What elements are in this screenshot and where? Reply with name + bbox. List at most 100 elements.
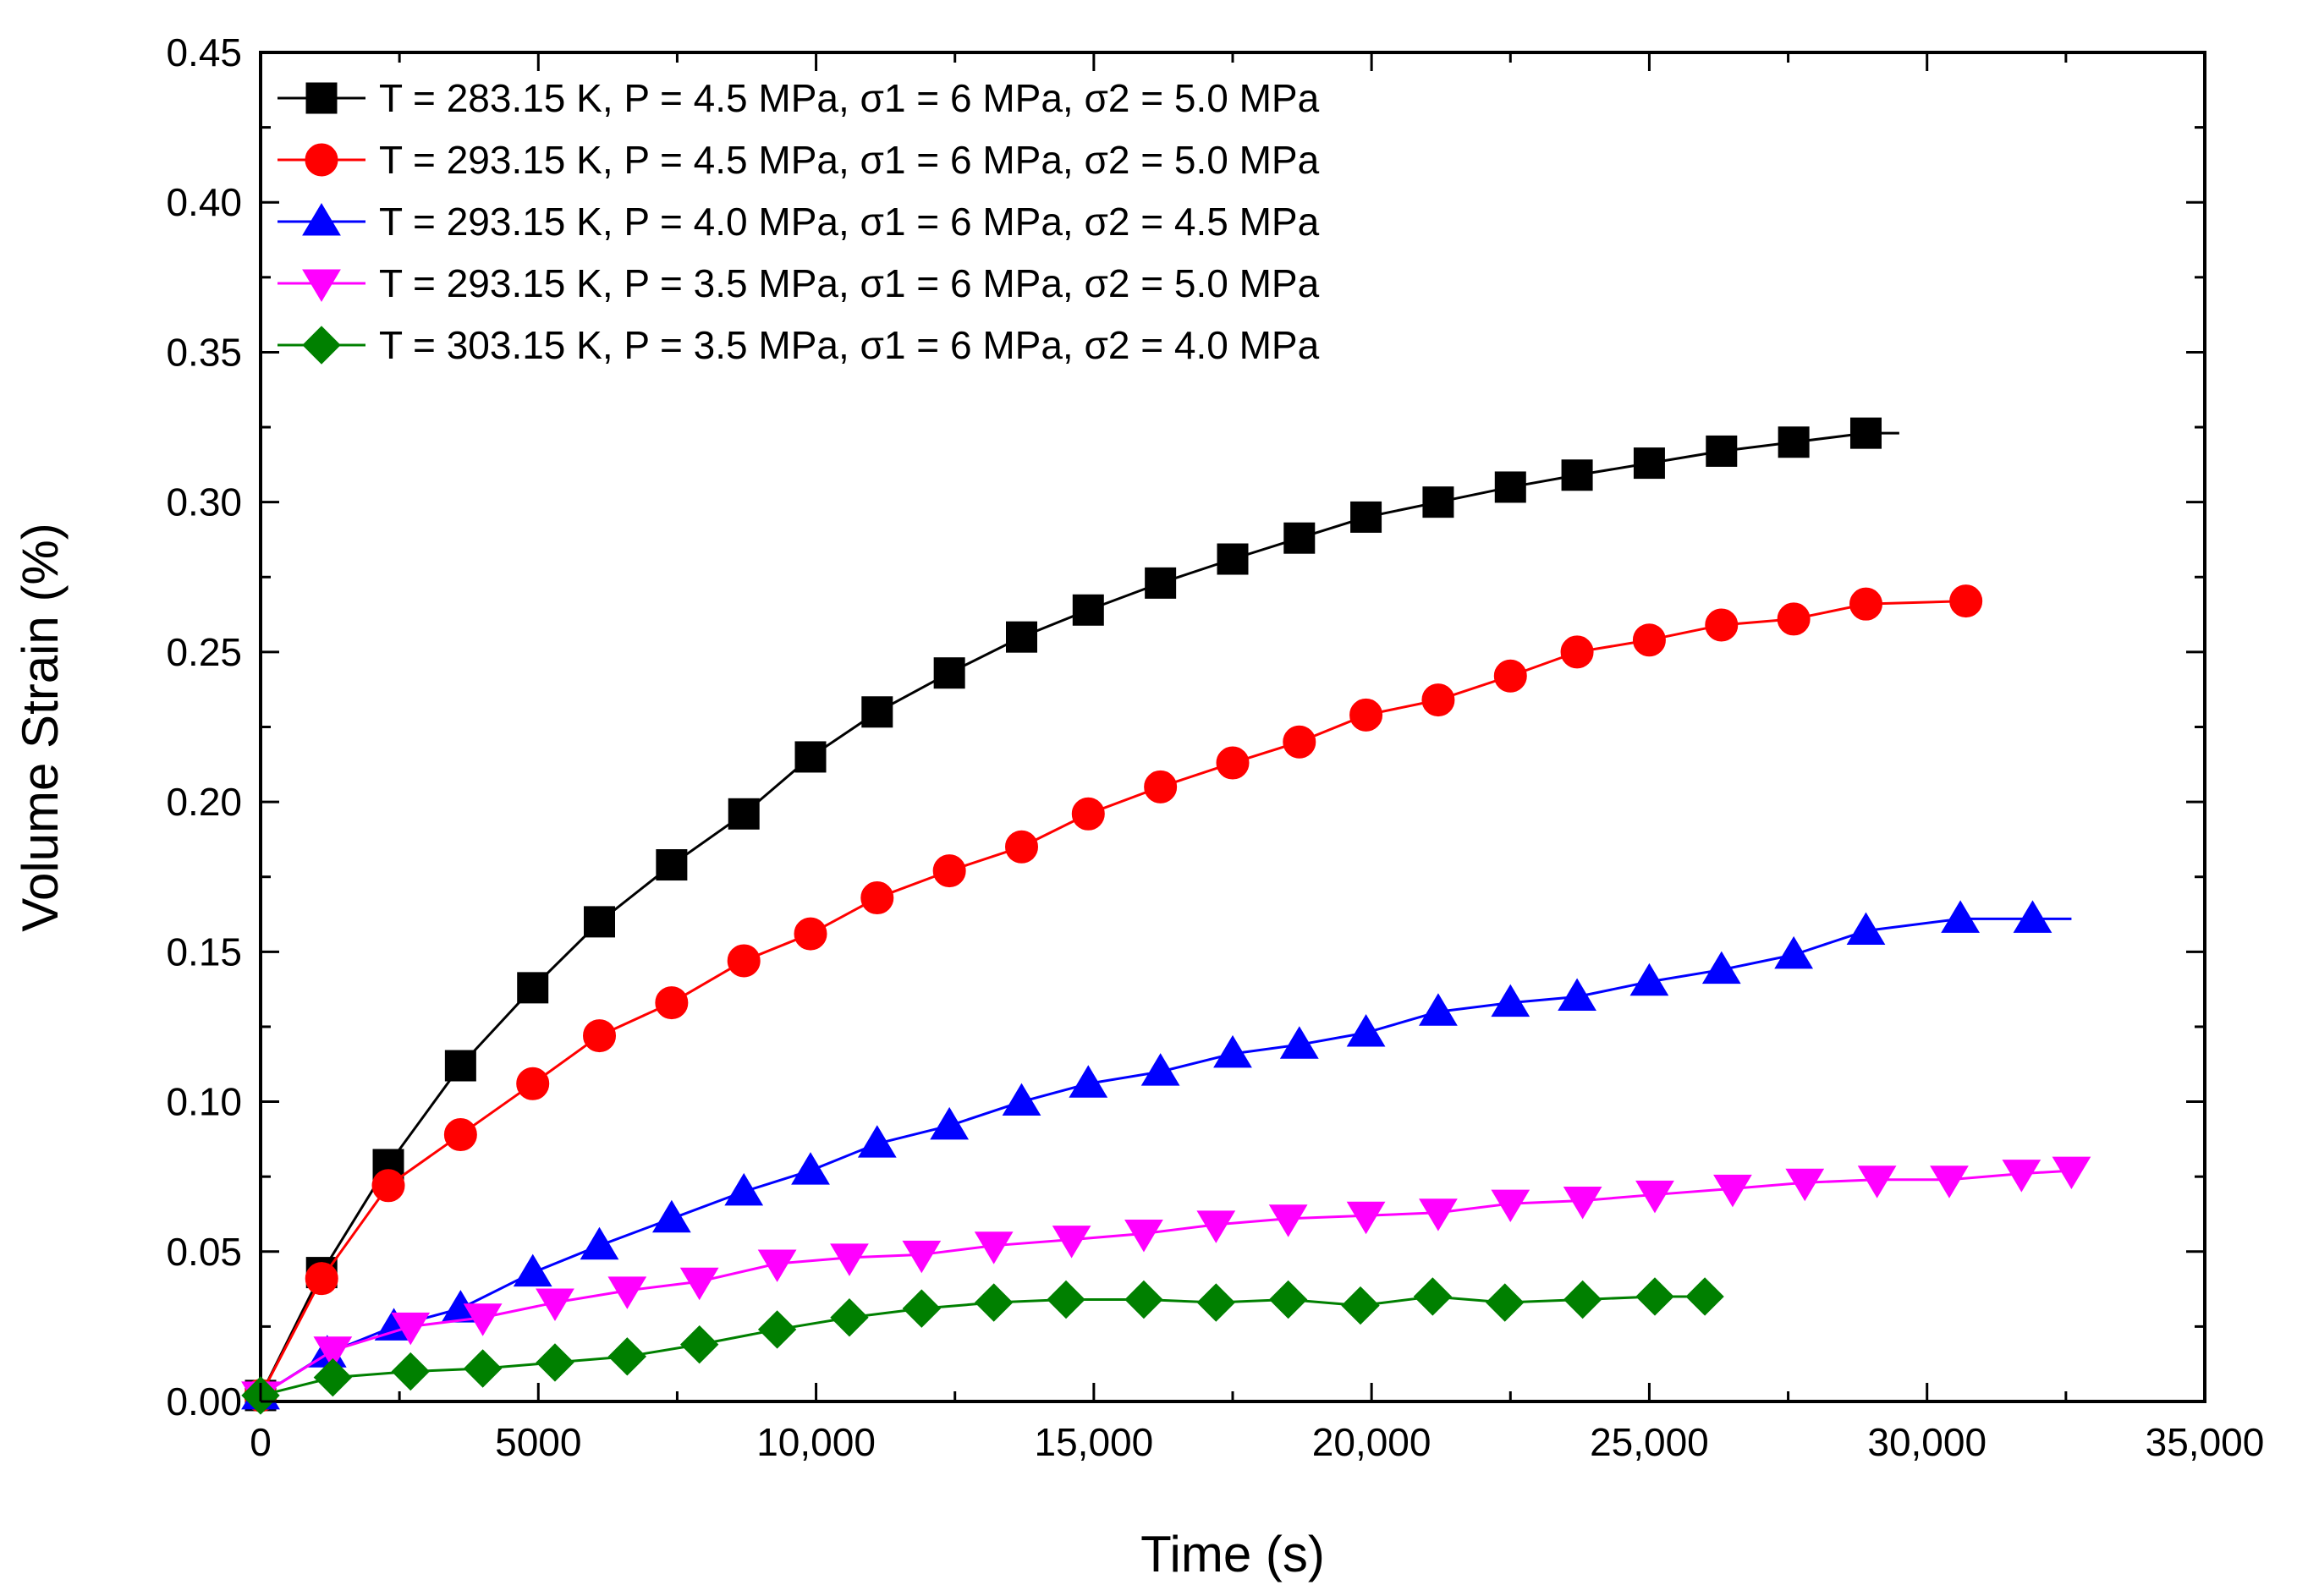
data-point bbox=[607, 1337, 647, 1376]
data-point bbox=[655, 986, 689, 1020]
data-point bbox=[1047, 1280, 1085, 1319]
data-point bbox=[1849, 587, 1882, 621]
data-point bbox=[1124, 1220, 1163, 1253]
data-point bbox=[2052, 1156, 2091, 1190]
data-point bbox=[1413, 1277, 1453, 1316]
x-tick-label: 5000 bbox=[495, 1420, 581, 1464]
data-point bbox=[1632, 623, 1666, 657]
data-point bbox=[1419, 1198, 1458, 1231]
ticks-layer: 0 5000 10,000 15,000 20,000 25,000 30,000 35,00… bbox=[166, 30, 2264, 1464]
data-point bbox=[1196, 1283, 1236, 1322]
data-point bbox=[1560, 635, 1594, 669]
legend-label: T = 293.15 K, P = 4.0 MPa, σ1 = 6 MPa, σ… bbox=[379, 200, 1320, 244]
data-point bbox=[1785, 1168, 1825, 1202]
data-point bbox=[1002, 1083, 1041, 1116]
data-point bbox=[860, 881, 894, 915]
y-tick-label: 0.15 bbox=[166, 930, 242, 974]
data-point bbox=[1124, 1280, 1163, 1319]
data-point bbox=[1341, 1286, 1380, 1325]
data-point bbox=[857, 1125, 897, 1158]
series-1 bbox=[245, 417, 1899, 1412]
series-line bbox=[259, 600, 1966, 1396]
data-point bbox=[794, 741, 827, 773]
data-point bbox=[651, 1199, 691, 1233]
data-point bbox=[1777, 602, 1811, 636]
data-point bbox=[1279, 1026, 1319, 1059]
data-point bbox=[2002, 1160, 2041, 1193]
legend-marker bbox=[305, 82, 338, 114]
data-point bbox=[1217, 543, 1249, 575]
legend-item: T = 283.15 K, P = 4.5 MPa, σ1 = 6 MPa, σ… bbox=[278, 76, 1320, 120]
data-point bbox=[724, 1172, 764, 1206]
data-point bbox=[583, 1019, 617, 1053]
data-point bbox=[513, 1253, 552, 1287]
data-point bbox=[1930, 1165, 1969, 1198]
data-point bbox=[607, 1276, 647, 1309]
data-point bbox=[728, 798, 760, 830]
data-point bbox=[1421, 683, 1455, 717]
legend-item: T = 293.15 K, P = 4.0 MPa, σ1 = 6 MPa, σ… bbox=[278, 200, 1320, 244]
data-point bbox=[1268, 1280, 1308, 1319]
data-point bbox=[1949, 584, 1983, 618]
data-point bbox=[443, 1118, 477, 1152]
data-point bbox=[1705, 608, 1739, 642]
data-point bbox=[1213, 1034, 1252, 1068]
legend-label: T = 293.15 K, P = 4.5 MPa, σ1 = 6 MPa, σ… bbox=[379, 138, 1320, 182]
x-tick-label: 25,000 bbox=[1590, 1420, 1709, 1464]
data-point bbox=[517, 972, 549, 1004]
data-point bbox=[679, 1325, 719, 1364]
data-point bbox=[1561, 459, 1593, 491]
data-point bbox=[727, 944, 761, 978]
data-point bbox=[1706, 435, 1738, 467]
y-tick-label: 0.25 bbox=[166, 630, 242, 674]
data-point bbox=[1685, 1277, 1724, 1316]
data-point bbox=[1635, 1180, 1674, 1214]
data-point bbox=[1491, 984, 1530, 1017]
x-tick-label: 10,000 bbox=[756, 1420, 876, 1464]
x-axis-title: Time (s) bbox=[1140, 1526, 1325, 1582]
data-point bbox=[305, 1262, 338, 1296]
data-point bbox=[1346, 1201, 1386, 1235]
data-point bbox=[1419, 993, 1458, 1026]
data-point bbox=[794, 917, 827, 951]
series-2 bbox=[244, 584, 1983, 1412]
legend-marker bbox=[305, 143, 338, 177]
data-point bbox=[791, 1152, 830, 1185]
data-point bbox=[1283, 522, 1316, 554]
data-point bbox=[974, 1231, 1014, 1264]
y-axis-title: Volume Strain (%) bbox=[12, 523, 69, 932]
data-point bbox=[1145, 567, 1177, 599]
data-point bbox=[1350, 501, 1382, 533]
y-tick-label: 0.20 bbox=[166, 780, 242, 824]
data-point bbox=[313, 1336, 353, 1369]
legend-item: T = 293.15 K, P = 4.5 MPa, σ1 = 6 MPa, σ… bbox=[278, 138, 1320, 182]
data-point bbox=[930, 1106, 970, 1140]
series-3 bbox=[241, 900, 2072, 1410]
data-point bbox=[1635, 1277, 1674, 1316]
data-point bbox=[391, 1352, 430, 1391]
plot-frame bbox=[259, 51, 2206, 1403]
data-point bbox=[933, 657, 965, 689]
legend-marker bbox=[302, 326, 341, 365]
data-point bbox=[656, 849, 688, 881]
data-point bbox=[757, 1249, 797, 1282]
series-line bbox=[259, 431, 1899, 1396]
data-point bbox=[1558, 978, 1596, 1011]
series-5 bbox=[241, 1277, 1724, 1415]
x-tick-label: 35,000 bbox=[2146, 1420, 2265, 1464]
data-point bbox=[1846, 912, 1886, 946]
data-point bbox=[1633, 447, 1665, 480]
legend-label: T = 303.15 K, P = 3.5 MPa, σ1 = 6 MPa, σ… bbox=[379, 323, 1320, 367]
legend-marker bbox=[302, 203, 341, 236]
data-point bbox=[444, 1050, 476, 1082]
data-point bbox=[1072, 594, 1104, 626]
x-tick-label: 0 bbox=[250, 1420, 272, 1464]
data-point bbox=[1491, 1189, 1530, 1223]
data-point bbox=[371, 1169, 405, 1203]
data-point bbox=[1774, 935, 1814, 969]
data-point bbox=[1857, 1165, 1897, 1198]
data-point bbox=[1486, 1283, 1525, 1322]
data-point bbox=[516, 1067, 550, 1100]
legend-label: T = 293.15 K, P = 3.5 MPa, σ1 = 6 MPa, σ… bbox=[379, 261, 1320, 305]
